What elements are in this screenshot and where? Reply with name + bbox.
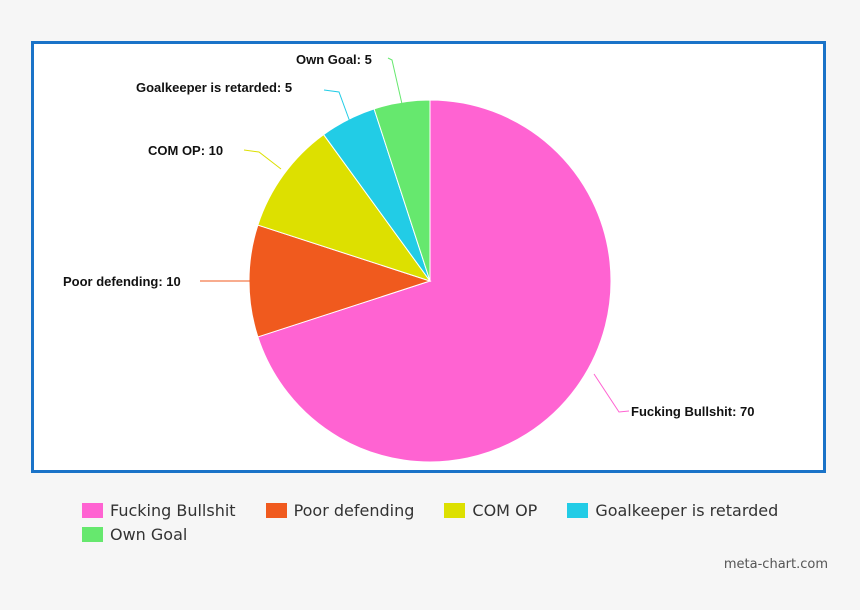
legend: Fucking Bullshit Poor defending COM OP Goal…: [82, 498, 822, 546]
data-label: Fucking Bullshit: 70: [631, 404, 755, 419]
leader-line: [387, 57, 403, 105]
legend-label: COM OP: [472, 500, 538, 520]
legend-swatch: [82, 526, 103, 542]
legend-swatch: [82, 502, 103, 518]
pie-slice-com-op: [257, 133, 432, 282]
leader-line: [593, 373, 630, 413]
legend-swatch: [265, 502, 287, 518]
data-label: Own Goal: 5: [296, 52, 372, 67]
legend-label: Poor defending: [293, 500, 415, 520]
chart-frame: Fucking Bullshit: 70 Poor defending: 10 CO…: [31, 41, 826, 473]
legend-label: Own Goal: [110, 524, 188, 544]
legend-swatch: [567, 502, 589, 518]
leader-line: [323, 89, 351, 123]
data-label: Goalkeeper is retarded: 5: [136, 80, 292, 95]
pie-slice-fucking-bullshit: [257, 99, 612, 463]
data-label: Poor defending: 10: [63, 274, 181, 289]
pie-chart: Fucking Bullshit: 70 Poor defending: 10 CO…: [63, 52, 755, 463]
legend-item[interactable]: Own Goal: [82, 525, 187, 544]
legend-label: Fucking Bullshit: [110, 500, 236, 520]
credit-text: meta-chart.com: [723, 557, 828, 572]
legend-item[interactable]: Poor defending: [265, 500, 415, 520]
leader-line: [243, 149, 282, 170]
legend-row: Own Goal: [82, 522, 822, 546]
legend-swatch: [444, 502, 466, 518]
legend-row: Fucking Bullshit Poor defending COM OP Goal…: [82, 498, 822, 522]
legend-item[interactable]: COM OP: [444, 501, 537, 520]
legend-item[interactable]: Fucking Bullshit: [82, 501, 236, 520]
data-label: COM OP: 10: [148, 143, 223, 158]
legend-label: Goalkeeper is retarded: [595, 500, 779, 520]
legend-item[interactable]: Goalkeeper is retarded: [567, 501, 778, 520]
